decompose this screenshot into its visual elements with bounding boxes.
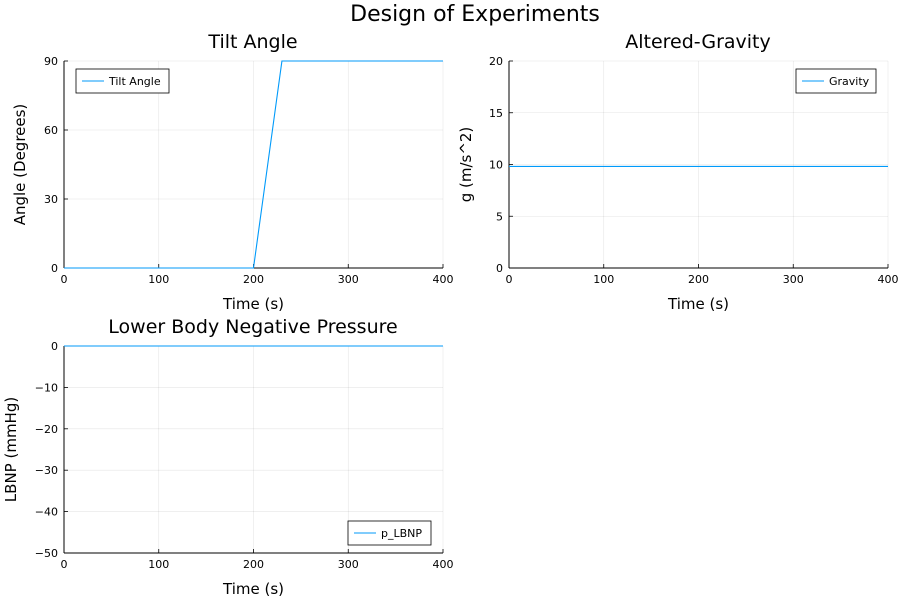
y-tick-label: 0 <box>51 340 58 353</box>
x-tick-label: 100 <box>148 558 169 571</box>
y-axis-label: g (m/s^2) <box>457 127 475 203</box>
legend-label: Tilt Angle <box>108 75 161 88</box>
x-tick-label: 100 <box>148 273 169 286</box>
x-tick-label: 300 <box>338 558 359 571</box>
panel-title: Altered-Gravity <box>625 31 771 53</box>
x-axis-label: Time (s) <box>667 295 729 313</box>
x-tick-label: 200 <box>243 273 264 286</box>
x-tick-label: 200 <box>688 273 709 286</box>
y-tick-label: −50 <box>35 547 58 560</box>
y-tick-label: −40 <box>35 506 58 519</box>
y-axis-label: Angle (Degrees) <box>11 104 29 226</box>
x-tick-label: 0 <box>61 558 68 571</box>
panel-2: 0 100 200 300 400 0 5 10 15 20 Altered-Gravity Time… <box>457 31 899 313</box>
y-tick-label: 0 <box>51 262 58 275</box>
legend: p_LBNP <box>347 520 432 546</box>
x-tick-label: 300 <box>338 273 359 286</box>
y-tick-label: −30 <box>35 464 58 477</box>
y-tick-label: 10 <box>489 159 503 172</box>
x-tick-label: 0 <box>61 273 68 286</box>
legend: Tilt Angle <box>75 68 170 94</box>
x-tick-label: 300 <box>783 273 804 286</box>
legend-label: Gravity <box>829 75 870 88</box>
x-tick-label: 200 <box>243 558 264 571</box>
series-line <box>64 60 443 269</box>
legend: Gravity <box>795 68 877 94</box>
y-tick-label: 15 <box>489 107 503 120</box>
legend-box <box>347 520 432 546</box>
x-tick-label: 400 <box>433 273 454 286</box>
figure-title: Design of Experiments <box>350 2 600 27</box>
y-tick-label: 90 <box>44 55 58 68</box>
y-tick-label: −10 <box>35 381 58 394</box>
y-tick-label: 5 <box>496 210 503 223</box>
panel-title: Lower Body Negative Pressure <box>108 316 397 338</box>
y-tick-label: 0 <box>496 262 503 275</box>
legend-label: p_LBNP <box>381 527 422 540</box>
y-tick-label: −20 <box>35 423 58 436</box>
panel-title: Tilt Angle <box>207 31 297 53</box>
x-axis-label: Time (s) <box>222 295 284 313</box>
y-tick-label: 30 <box>44 193 58 206</box>
y-axis-label: LBNP (mmHg) <box>2 397 20 502</box>
x-tick-label: 400 <box>878 273 899 286</box>
panel-1: 0 100 200 300 400 0 30 60 90 Tilt Angle Time (s) An… <box>11 31 454 313</box>
y-tick-label: 20 <box>489 55 503 68</box>
x-axis-label: Time (s) <box>222 580 284 598</box>
x-tick-label: 400 <box>433 558 454 571</box>
x-tick-label: 0 <box>506 273 513 286</box>
y-tick-label: 60 <box>44 124 58 137</box>
panel-3: 0 100 200 300 400 −50 −40 −30 −20 −10 0 Lower Body … <box>2 316 454 598</box>
x-tick-label: 100 <box>593 273 614 286</box>
